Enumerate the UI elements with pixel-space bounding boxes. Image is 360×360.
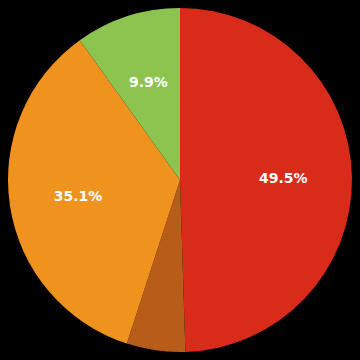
data-label: 9.9% (129, 74, 168, 90)
background (0, 0, 360, 360)
chart: 49.5% 35.1% 9.9% (0, 0, 360, 360)
data-label: 49.5% (259, 170, 308, 186)
slice (80, 8, 180, 180)
data-labels: 49.5% 35.1% 9.9% (54, 74, 308, 204)
pie (8, 8, 352, 352)
slice (180, 8, 352, 352)
data-label: 35.1% (54, 188, 103, 204)
slice (8, 40, 180, 343)
